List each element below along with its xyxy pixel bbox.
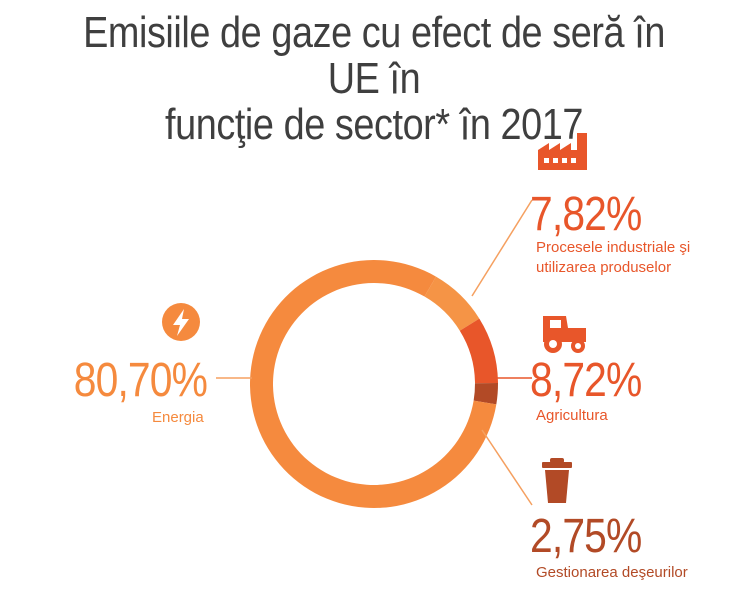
deseuri-label: Gestionarea deşeurilor [536, 564, 688, 581]
energia-percent: 80,70% [73, 354, 208, 407]
procesele-percent: 7,82% [530, 188, 642, 241]
agricultura-label: Agricultura [536, 407, 608, 424]
procesele-label-line-1: Procesele industriale şi [536, 239, 691, 256]
chart-title: Emisiile de gaze cu efect de seră în UE … [0, 10, 748, 148]
factory-icon [538, 133, 587, 170]
agricultura-percent: 8,72% [530, 354, 642, 407]
procesele-label-line-2: utilizarea produselor [536, 259, 672, 276]
tractor-icon [543, 316, 586, 353]
slice-deseuri [473, 383, 498, 405]
trash-can-icon [542, 458, 572, 503]
title-line-2: funcţie de sector* în 2017 [165, 100, 583, 149]
procesele-leader-line [471, 199, 533, 297]
slice-procesele [424, 276, 480, 331]
deseuri-percent: 2,75% [530, 510, 642, 563]
deseuri-leader-line [481, 429, 533, 506]
energia-label: Energia [152, 409, 204, 426]
slice-agricultura [459, 318, 498, 384]
donut-slices [249, 259, 498, 508]
title-line-1: Emisiile de gaze cu efect de seră în UE … [83, 8, 665, 103]
lightning-icon [162, 303, 200, 341]
